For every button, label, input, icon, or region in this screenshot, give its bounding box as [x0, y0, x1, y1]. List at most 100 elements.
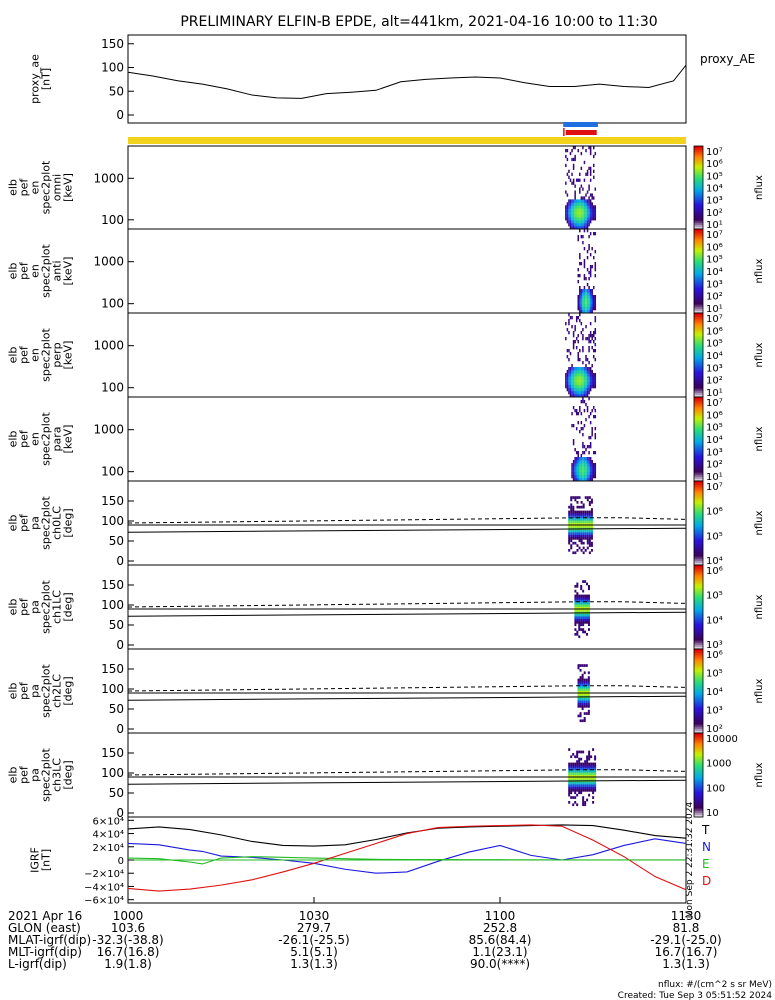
spectrogram-cell: [572, 513, 575, 516]
colorbar-segment: [694, 464, 703, 467]
spectrogram-cell: [594, 755, 597, 759]
spectrogram-cell: [584, 537, 587, 540]
spectrogram-cell: [574, 199, 576, 203]
colorbar-segment: [694, 575, 703, 579]
spectrogram-cell: [568, 391, 570, 395]
colorbar-segment: [694, 472, 703, 476]
spectrogram-cell: [584, 769, 587, 773]
colorbar-segment: [694, 628, 703, 631]
spectrogram-cell: [588, 529, 591, 533]
colorbar-segment: [694, 279, 703, 283]
spectrogram-cell: [582, 451, 584, 455]
colorbar-tick-label: 10⁶: [706, 159, 723, 170]
colorbar-segment: [694, 693, 703, 696]
colorbar-tick-label: 10¹: [706, 304, 723, 315]
spectrogram-cell: [594, 337, 597, 341]
footer-row-label: GLON (east): [8, 921, 81, 935]
spectrogram-cell: [576, 496, 579, 499]
spectrogram-cell: [571, 199, 573, 203]
spectrogram-cell: [575, 211, 578, 215]
spectrogram-cell: [574, 478, 576, 482]
spectrogram-cell: [577, 457, 579, 461]
spectrogram-cell: [578, 546, 581, 550]
spectrogram-cell: [583, 307, 586, 311]
spectrogram-cell: [586, 777, 589, 780]
spectrogram-cell: [585, 295, 587, 299]
spectrogram-cell: [586, 513, 589, 516]
spectrogram-cell: [568, 748, 571, 751]
spectrogram-cell: [575, 460, 578, 464]
spectrogram-cell: [578, 772, 581, 775]
colorbar-tick-label: 10⁷: [706, 314, 723, 325]
spectrogram-cell: [589, 445, 592, 449]
colorbar-segment: [694, 199, 703, 203]
spectrogram-cell: [582, 769, 585, 773]
spectrogram-cell: [580, 379, 583, 383]
spectrogram-cell: [574, 409, 576, 413]
colorbar-segment: [694, 202, 703, 205]
spectrogram-cell: [585, 205, 587, 209]
spectrogram-cell: [590, 549, 593, 552]
spectrogram-cell: [580, 382, 583, 386]
colorbar-segment: [694, 489, 703, 493]
spectrogram-cell: [584, 601, 587, 605]
spectrogram-cell: [579, 697, 582, 701]
spectrogram-cell: [591, 385, 593, 389]
spectrogram-cell: [586, 409, 589, 413]
footer-row-label: 2021 Apr 16: [8, 909, 82, 923]
spectrogram-cell: [594, 211, 597, 215]
spectrogram-cell: [586, 202, 589, 206]
colorbar-segment: [694, 718, 703, 721]
spectrogram-cell: [583, 277, 586, 281]
spectrogram-cell: [584, 549, 587, 552]
y-tick-label: 100: [101, 381, 124, 395]
spectrogram-cell: [570, 544, 573, 547]
spectrogram-cell: [568, 522, 571, 526]
spectrogram-cell: [579, 295, 581, 299]
spectrogram-cell: [578, 635, 581, 639]
spectrogram-cell: [594, 774, 597, 778]
colorbar-segment: [694, 684, 703, 688]
spectrogram-cell: [582, 623, 585, 627]
spectrogram-cell: [588, 496, 591, 499]
spectrogram-cell: [582, 463, 584, 467]
spectrogram-cell: [594, 466, 597, 470]
y-axis-label: pef: [18, 345, 31, 364]
spectrogram-cell: [565, 376, 567, 380]
spectrogram-cell: [588, 388, 590, 392]
spectrogram-cell: [588, 469, 590, 473]
spectrogram-cell: [590, 498, 593, 502]
spectrogram-cell: [572, 753, 575, 756]
colorbar-segment: [694, 653, 703, 656]
spectrogram-cell: [566, 388, 569, 392]
spectrogram-cell: [580, 463, 583, 467]
spectrogram-cell: [579, 289, 581, 293]
footer-cell: 81.8: [673, 921, 700, 935]
colorbar-segment: [694, 164, 703, 168]
y-axis-label: pef: [18, 765, 31, 784]
spectrogram-cell: [585, 298, 587, 302]
spectrogram-cell: [575, 472, 578, 476]
y-axis-label: [deg]: [62, 592, 75, 621]
spectrogram-cell: [580, 587, 583, 591]
spectrogram-cell: [580, 301, 583, 305]
spectrogram-cell: [579, 478, 581, 482]
footer-cell: -26.1(-25.5): [278, 933, 349, 947]
colorbar-segment: [694, 476, 703, 480]
colorbar-segment: [694, 523, 703, 526]
spectrogram-cell: [568, 505, 571, 509]
spectrogram-cell: [580, 388, 583, 392]
y-axis-label: en: [29, 432, 42, 446]
spectrogram-cell: [574, 376, 576, 380]
spectrogram-cell: [582, 226, 584, 230]
colorbar-segment: [694, 661, 703, 665]
colorbar-segment: [694, 691, 703, 694]
colorbar-segment: [694, 237, 703, 241]
spectrogram-cell: [583, 451, 586, 455]
spectrogram-cell: [581, 688, 584, 691]
spectrogram-cell: [577, 217, 579, 221]
spectrogram-cell: [580, 454, 583, 458]
spectrogram-cell: [593, 214, 595, 218]
spectrogram-cell: [574, 801, 577, 804]
spectrogram-cell: [576, 604, 579, 607]
